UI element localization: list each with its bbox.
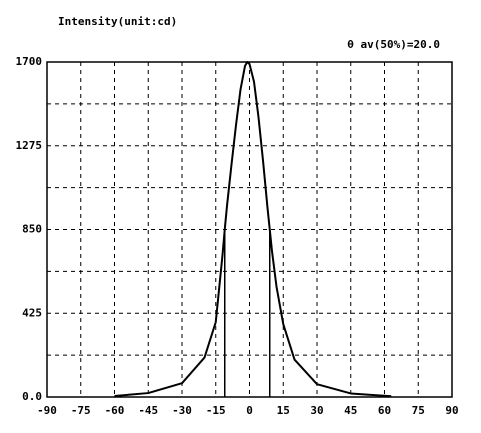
y-tick-label: 425 (22, 306, 42, 319)
x-tick-label: 15 (277, 404, 290, 417)
y-tick-label: 1275 (16, 139, 43, 152)
y-tick-label: 1700 (16, 55, 43, 68)
x-tick-label: -75 (71, 404, 91, 417)
intensity-curve (114, 61, 392, 398)
x-tick-label: 45 (344, 404, 357, 417)
x-tick-label: -45 (138, 404, 158, 417)
x-tick-label: -15 (206, 404, 226, 417)
annotation: θ av(50%)=20.0 (347, 38, 440, 51)
x-tick-label: -30 (172, 404, 192, 417)
x-tick-label: 90 (445, 404, 458, 417)
chart-title: Intensity(unit:cd) (58, 15, 177, 28)
x-tick-label: -60 (105, 404, 125, 417)
x-tick-label: 60 (378, 404, 391, 417)
y-tick-label: 850 (22, 223, 42, 236)
plot-frame (46, 61, 453, 398)
x-tick-label: -90 (37, 404, 57, 417)
x-tick-label: 0 (246, 404, 253, 417)
y-tick-label: 0.0 (22, 390, 42, 403)
x-tick-label: 30 (310, 404, 323, 417)
x-tick-label: 75 (412, 404, 425, 417)
